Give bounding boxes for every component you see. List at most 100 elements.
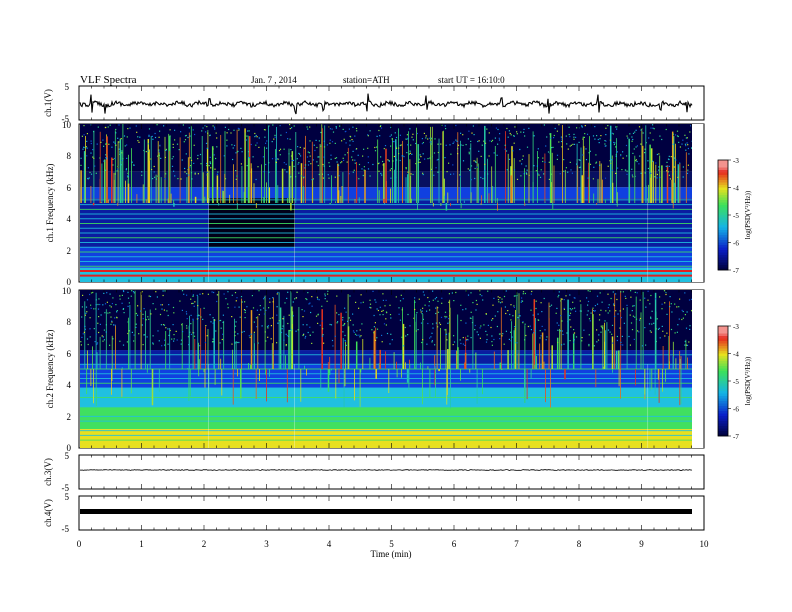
- speckle: [565, 135, 567, 137]
- speckle: [607, 312, 609, 314]
- colorbar-cell: [718, 348, 728, 352]
- speckle: [398, 307, 400, 309]
- speckle: [114, 157, 116, 160]
- speckle: [479, 327, 481, 329]
- speckle: [420, 156, 422, 158]
- speckle: [441, 302, 443, 304]
- speckle: [157, 330, 159, 332]
- speckle: [379, 314, 381, 316]
- speckle: [254, 132, 256, 135]
- speckle: [418, 298, 420, 300]
- speckle: [192, 319, 194, 321]
- ch4-waveform-trace: [80, 509, 692, 514]
- speckle: [351, 139, 353, 141]
- speckle: [626, 304, 628, 306]
- speckle: [573, 329, 575, 331]
- speckle: [233, 144, 236, 147]
- speckle: [685, 149, 687, 151]
- speckle: [317, 156, 319, 158]
- speckle: [252, 156, 254, 158]
- speckle: [381, 310, 383, 312]
- speckle: [344, 334, 346, 337]
- speckle: [382, 164, 384, 166]
- speckle: [679, 146, 681, 148]
- speckle: [363, 166, 365, 168]
- speckle: [596, 341, 598, 343]
- speckle: [215, 157, 217, 160]
- speckle: [682, 310, 684, 313]
- speckle: [263, 171, 265, 173]
- speckle: [116, 310, 118, 312]
- speckle: [346, 161, 348, 163]
- speckle: [452, 344, 454, 346]
- speckle: [398, 153, 400, 155]
- speckle: [656, 177, 658, 179]
- speckle: [563, 170, 565, 172]
- speckle: [620, 291, 622, 293]
- colorbar-cell: [718, 260, 728, 263]
- speckle: [430, 168, 432, 170]
- speckle: [328, 177, 330, 179]
- speckle: [414, 308, 416, 311]
- speckle: [224, 178, 227, 180]
- speckle: [462, 309, 464, 311]
- speckle: [80, 164, 82, 166]
- speckle: [539, 337, 541, 339]
- speckle: [629, 344, 631, 346]
- speckle: [216, 300, 218, 303]
- speckle: [653, 128, 655, 130]
- speckle: [107, 312, 109, 314]
- speckle: [639, 319, 641, 321]
- speckle: [131, 331, 133, 333]
- speckle: [103, 329, 105, 331]
- speckle: [184, 167, 186, 170]
- speckle: [212, 148, 214, 150]
- speckle: [162, 290, 164, 292]
- speckle: [382, 299, 384, 301]
- speckle: [352, 150, 354, 152]
- speckle: [552, 146, 554, 148]
- speckle: [278, 320, 280, 322]
- speckle: [431, 340, 433, 342]
- speckle: [321, 335, 324, 337]
- figure-title: VLF Spectra: [80, 74, 137, 86]
- speckle: [371, 329, 373, 331]
- speckle: [465, 144, 467, 146]
- speckle: [167, 314, 169, 317]
- speckle: [508, 130, 510, 132]
- speckle: [446, 339, 448, 341]
- speckle: [127, 176, 129, 178]
- speckle: [223, 293, 225, 295]
- speckle: [664, 335, 666, 337]
- speckle: [497, 128, 499, 131]
- speckle: [497, 296, 499, 298]
- speckle: [400, 144, 402, 146]
- colorbar-cell: [718, 358, 728, 362]
- colorbar-cell: [718, 361, 728, 364]
- speckle: [259, 305, 261, 307]
- speckle: [218, 320, 220, 322]
- speckle: [159, 144, 161, 146]
- speckle: [143, 149, 145, 152]
- speckle: [422, 173, 424, 176]
- speckle: [587, 177, 589, 179]
- colorbar-cell: [718, 217, 728, 221]
- speckle: [322, 334, 324, 336]
- colorbar-cell: [718, 212, 728, 216]
- s1-ytick-2: 2: [67, 246, 72, 256]
- speckle: [653, 322, 655, 324]
- speckle: [123, 290, 125, 293]
- speckle: [123, 312, 125, 314]
- speckle: [268, 171, 270, 173]
- speckle: [558, 291, 560, 293]
- speckle: [141, 324, 143, 326]
- speckle: [565, 167, 567, 169]
- speckle: [390, 168, 392, 170]
- speckle: [586, 297, 588, 299]
- speckle: [437, 158, 439, 161]
- speckle: [372, 290, 374, 292]
- ch1-colorbar-ticks: -3-4-5-6-7: [718, 157, 739, 275]
- speckle: [194, 133, 196, 136]
- speckle: [236, 341, 238, 344]
- speckle: [280, 331, 283, 334]
